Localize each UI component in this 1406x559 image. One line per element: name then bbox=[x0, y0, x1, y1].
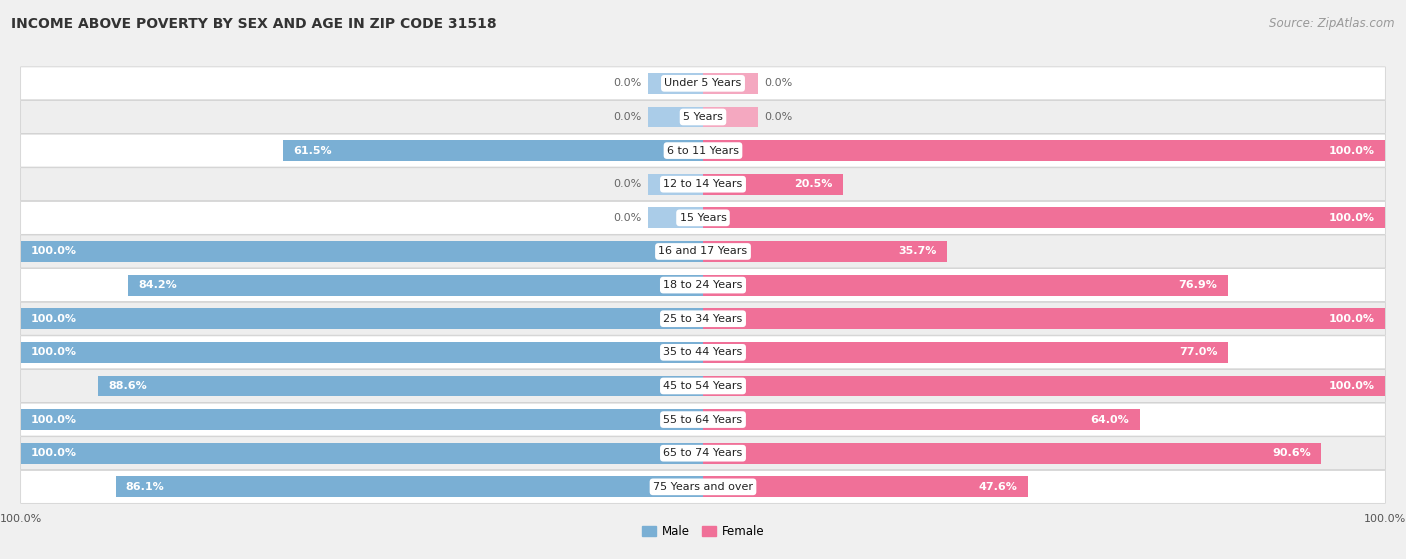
Text: 20.5%: 20.5% bbox=[794, 179, 832, 189]
FancyBboxPatch shape bbox=[21, 235, 1385, 268]
Bar bbox=[703, 476, 1028, 498]
Text: 0.0%: 0.0% bbox=[765, 78, 793, 88]
Text: 100.0%: 100.0% bbox=[1329, 145, 1375, 155]
Text: 35 to 44 Years: 35 to 44 Years bbox=[664, 347, 742, 357]
Text: 100.0%: 100.0% bbox=[31, 415, 77, 425]
Text: 0.0%: 0.0% bbox=[613, 179, 641, 189]
Bar bbox=[21, 309, 703, 329]
Bar bbox=[284, 140, 703, 161]
Text: 0.0%: 0.0% bbox=[613, 213, 641, 223]
FancyBboxPatch shape bbox=[21, 67, 1385, 100]
Bar bbox=[703, 443, 1322, 463]
Bar bbox=[115, 476, 703, 498]
Text: 6 to 11 Years: 6 to 11 Years bbox=[666, 145, 740, 155]
Bar bbox=[648, 107, 703, 127]
FancyBboxPatch shape bbox=[21, 302, 1385, 335]
Bar bbox=[703, 241, 946, 262]
FancyBboxPatch shape bbox=[21, 134, 1385, 167]
Text: 5 Years: 5 Years bbox=[683, 112, 723, 122]
Bar bbox=[21, 443, 703, 463]
Text: 77.0%: 77.0% bbox=[1180, 347, 1218, 357]
Bar bbox=[703, 342, 1229, 363]
Text: 0.0%: 0.0% bbox=[613, 112, 641, 122]
Bar bbox=[703, 376, 1385, 396]
Text: 0.0%: 0.0% bbox=[765, 112, 793, 122]
Legend: Male, Female: Male, Female bbox=[637, 520, 769, 543]
Text: 15 Years: 15 Years bbox=[679, 213, 727, 223]
Bar bbox=[703, 274, 1227, 296]
Text: 55 to 64 Years: 55 to 64 Years bbox=[664, 415, 742, 425]
Bar bbox=[648, 174, 703, 195]
Text: 100.0%: 100.0% bbox=[31, 448, 77, 458]
Bar bbox=[703, 140, 1385, 161]
Text: Source: ZipAtlas.com: Source: ZipAtlas.com bbox=[1270, 17, 1395, 30]
Text: 0.0%: 0.0% bbox=[613, 78, 641, 88]
FancyBboxPatch shape bbox=[21, 269, 1385, 301]
Bar bbox=[703, 73, 758, 94]
Text: 100.0%: 100.0% bbox=[1329, 213, 1375, 223]
Bar bbox=[21, 409, 703, 430]
FancyBboxPatch shape bbox=[21, 369, 1385, 402]
Text: 16 and 17 Years: 16 and 17 Years bbox=[658, 247, 748, 257]
Text: 45 to 54 Years: 45 to 54 Years bbox=[664, 381, 742, 391]
Text: 47.6%: 47.6% bbox=[979, 482, 1018, 492]
FancyBboxPatch shape bbox=[21, 336, 1385, 369]
Text: 18 to 24 Years: 18 to 24 Years bbox=[664, 280, 742, 290]
FancyBboxPatch shape bbox=[21, 470, 1385, 503]
Text: 100.0%: 100.0% bbox=[31, 247, 77, 257]
Text: 84.2%: 84.2% bbox=[139, 280, 177, 290]
Bar bbox=[98, 376, 703, 396]
Bar bbox=[703, 309, 1385, 329]
Text: 86.1%: 86.1% bbox=[125, 482, 165, 492]
Text: 88.6%: 88.6% bbox=[108, 381, 148, 391]
FancyBboxPatch shape bbox=[21, 168, 1385, 201]
Bar bbox=[21, 241, 703, 262]
FancyBboxPatch shape bbox=[21, 403, 1385, 436]
Bar bbox=[648, 207, 703, 228]
Text: 61.5%: 61.5% bbox=[294, 145, 332, 155]
Text: 100.0%: 100.0% bbox=[31, 347, 77, 357]
Text: 65 to 74 Years: 65 to 74 Years bbox=[664, 448, 742, 458]
Bar bbox=[21, 342, 703, 363]
Text: 100.0%: 100.0% bbox=[1329, 381, 1375, 391]
FancyBboxPatch shape bbox=[21, 101, 1385, 134]
FancyBboxPatch shape bbox=[21, 437, 1385, 470]
Text: 100.0%: 100.0% bbox=[1329, 314, 1375, 324]
FancyBboxPatch shape bbox=[21, 201, 1385, 234]
Text: 64.0%: 64.0% bbox=[1091, 415, 1129, 425]
Bar bbox=[703, 107, 758, 127]
Bar bbox=[648, 73, 703, 94]
Text: 35.7%: 35.7% bbox=[898, 247, 936, 257]
Text: 12 to 14 Years: 12 to 14 Years bbox=[664, 179, 742, 189]
Text: Under 5 Years: Under 5 Years bbox=[665, 78, 741, 88]
Bar bbox=[703, 174, 842, 195]
Text: 25 to 34 Years: 25 to 34 Years bbox=[664, 314, 742, 324]
Text: 75 Years and over: 75 Years and over bbox=[652, 482, 754, 492]
Text: 90.6%: 90.6% bbox=[1272, 448, 1310, 458]
Text: 100.0%: 100.0% bbox=[31, 314, 77, 324]
Bar bbox=[703, 409, 1140, 430]
Text: 76.9%: 76.9% bbox=[1178, 280, 1218, 290]
Bar bbox=[128, 274, 703, 296]
Bar bbox=[703, 207, 1385, 228]
Text: INCOME ABOVE POVERTY BY SEX AND AGE IN ZIP CODE 31518: INCOME ABOVE POVERTY BY SEX AND AGE IN Z… bbox=[11, 17, 496, 31]
